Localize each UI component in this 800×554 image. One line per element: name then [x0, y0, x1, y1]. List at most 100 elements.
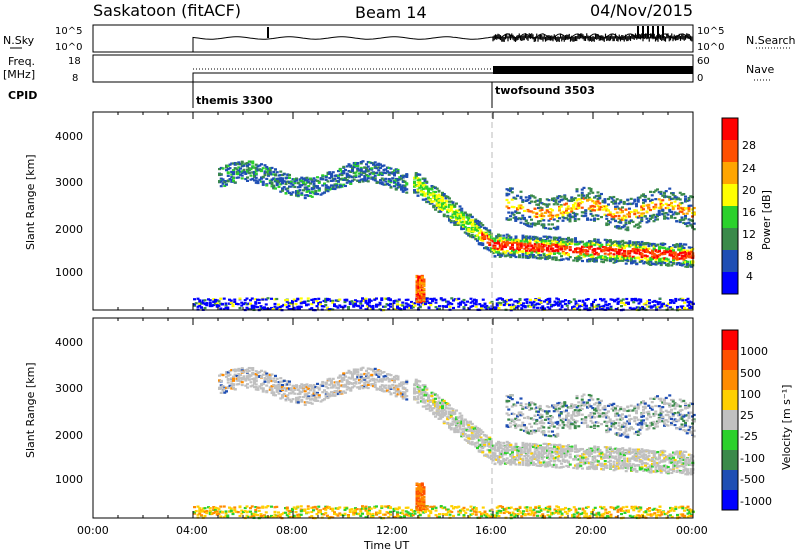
- power-cell: [619, 208, 623, 211]
- power-cell: [333, 303, 336, 306]
- power-cell: [474, 238, 478, 241]
- power-cell: [581, 259, 584, 263]
- power-cell: [546, 301, 550, 304]
- power-cell: [623, 257, 626, 260]
- velocity-cell: [387, 386, 391, 390]
- power-cell: [373, 179, 377, 182]
- velocity-cell: [391, 379, 395, 382]
- velocity-cell: [316, 391, 319, 395]
- power-cell: [476, 222, 479, 225]
- power-cell: [672, 255, 675, 258]
- velocity-cell: [323, 398, 326, 401]
- velocity-cell: [358, 379, 361, 382]
- power-cell: [229, 301, 233, 304]
- power-cell: [630, 308, 634, 311]
- power-cell: [497, 306, 501, 310]
- power-cell: [321, 178, 325, 181]
- power-cell: [473, 302, 476, 305]
- power-cell: [225, 183, 228, 186]
- velocity-cell: [405, 388, 409, 392]
- velocity-cell: [240, 367, 244, 370]
- power-cell: [586, 250, 590, 253]
- velocity-cell: [365, 376, 368, 380]
- power-cell: [380, 165, 384, 168]
- power-cell: [523, 209, 526, 213]
- power-cell: [563, 211, 567, 214]
- power-cell: [476, 234, 479, 237]
- power-cell: [587, 192, 591, 195]
- power-cell: [196, 305, 200, 308]
- power-cell: [533, 248, 537, 252]
- power-cell: [623, 303, 627, 307]
- power-cell: [598, 241, 602, 244]
- power-cell: [460, 210, 464, 213]
- power-cell: [308, 308, 312, 311]
- power-cell: [281, 179, 284, 182]
- velocity-cell: [401, 397, 405, 400]
- power-cell: [626, 258, 630, 262]
- power-cell: [394, 168, 398, 171]
- power-cell: [527, 304, 531, 307]
- power-cell: [285, 300, 289, 303]
- power-cell: [345, 175, 349, 178]
- power-cell: [536, 306, 539, 309]
- power-cell: [588, 254, 591, 257]
- power-cell: [509, 255, 513, 259]
- cpid-row: CPID themis 3300 twofsound 3503: [8, 82, 595, 108]
- power-cell: [631, 250, 635, 253]
- power-cell: [422, 297, 426, 300]
- power-cell: [354, 171, 358, 174]
- velocity-cell: [305, 393, 309, 396]
- power-cell: [457, 297, 461, 300]
- power-cell: [310, 178, 314, 181]
- power-cell: [538, 206, 542, 209]
- power-cell: [579, 250, 583, 253]
- power-cell: [265, 177, 269, 181]
- power-cell: [340, 177, 344, 180]
- power-cell: [347, 176, 351, 179]
- power-cell: [449, 221, 453, 224]
- velocity-cell: [377, 380, 381, 383]
- power-cell: [544, 211, 547, 214]
- power-cell: [610, 258, 614, 261]
- power-cell: [442, 194, 446, 197]
- power-cell: [563, 245, 567, 248]
- power-cell: [598, 247, 602, 250]
- power-cell: [635, 262, 639, 266]
- power-cell: [406, 306, 410, 309]
- power-cell: [530, 303, 534, 307]
- power-cell: [497, 240, 500, 243]
- power-cell: [656, 262, 660, 265]
- power-cell: [419, 278, 422, 281]
- power-cell: [582, 255, 586, 258]
- power-cell: [628, 221, 631, 225]
- velocity-cell: [373, 381, 377, 384]
- power-cell: [586, 199, 589, 202]
- power-cell: [521, 200, 525, 203]
- power-cell: [442, 213, 446, 216]
- power-cell: [430, 200, 434, 204]
- power-cell: [600, 307, 604, 311]
- power-cell: [642, 307, 646, 310]
- power-cell: [609, 305, 613, 308]
- power-cell: [659, 252, 663, 255]
- power-cell: [600, 248, 604, 252]
- power-cell: [418, 186, 422, 189]
- power-cell: [546, 247, 549, 250]
- power-cell: [305, 303, 308, 306]
- velocity-cell: [435, 413, 439, 416]
- power-cell: [370, 161, 374, 165]
- power-cbar-swatch-2: [722, 162, 738, 185]
- power-cell: [511, 303, 515, 306]
- power-cell: [560, 248, 563, 251]
- power-cell: [590, 302, 594, 306]
- power-cell: [660, 303, 664, 306]
- power-cbar-swatch-0: [722, 118, 738, 141]
- power-cell: [579, 247, 583, 250]
- power-cbar-frame: [721, 117, 739, 295]
- power-cell: [591, 204, 595, 208]
- velocity-cell: [387, 378, 391, 381]
- power-cell: [490, 250, 493, 253]
- power-cell: [272, 170, 276, 174]
